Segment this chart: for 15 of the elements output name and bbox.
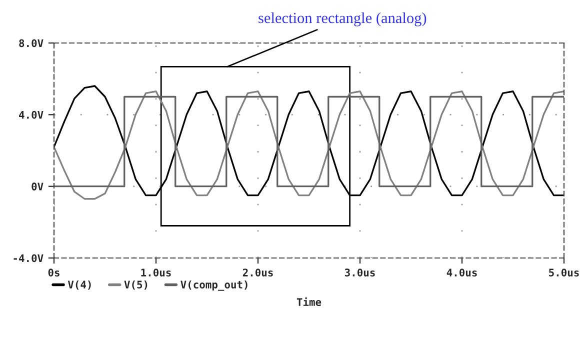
x-tick-label: 2.0us (242, 268, 273, 276)
x-tick-label: 0s (48, 268, 60, 276)
y-tick-label: 4.0V (19, 110, 44, 119)
y-tick-label: -4.0V (14, 254, 44, 262)
text: selection rectangle (analog) (258, 12, 426, 26)
y-tick-label: 0V (32, 182, 44, 190)
x-tick-label: 4.0us (446, 268, 477, 276)
legend-label: V(4) (68, 280, 91, 290)
legend-label: V(comp_out) (180, 280, 248, 291)
x-tick-label: 1.0us (141, 268, 171, 276)
x-axis-title: Time (296, 297, 322, 306)
x-tick-label: 3.0us (344, 268, 375, 276)
y-tick-label: 8.0V (19, 39, 44, 48)
legend-label: V(5) (124, 280, 148, 290)
x-tick-label: 5.0us (549, 268, 579, 276)
